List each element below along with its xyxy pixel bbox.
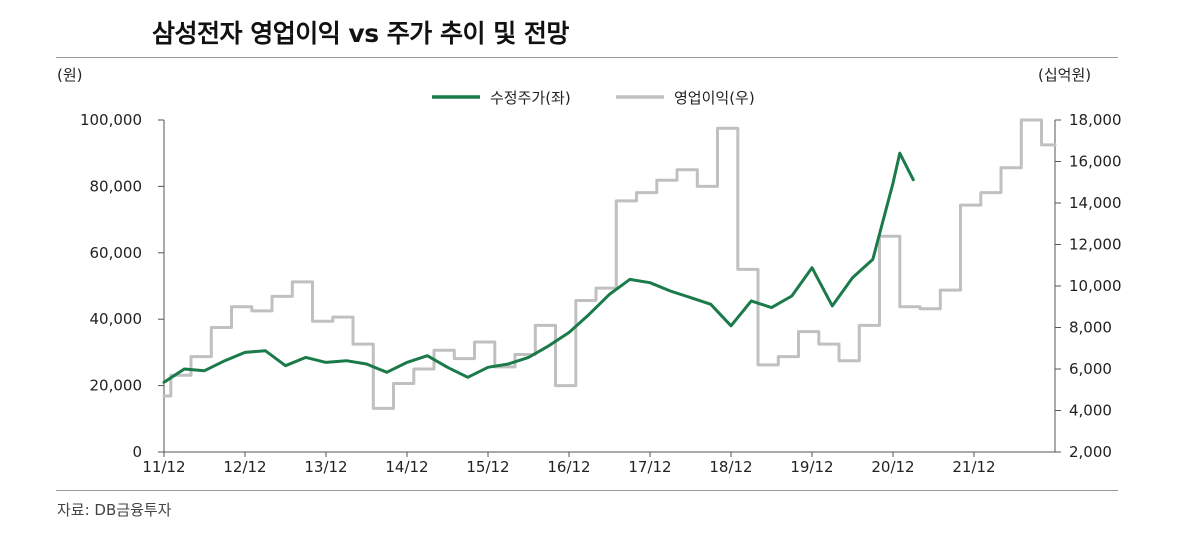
right-axis-tick-label: 14,000 <box>1069 194 1122 212</box>
operating-profit-line <box>162 118 1057 410</box>
chart-legend: 수정주가(좌) 영업이익(우) <box>432 89 755 107</box>
right-axis-tick-label: 2,000 <box>1069 443 1112 461</box>
x-axis-tick-label: 16/12 <box>547 458 590 476</box>
title-divider <box>56 57 1118 58</box>
legend-item-profit-label: 영업이익(우) <box>674 89 755 107</box>
right-axis-tick-label: 8,000 <box>1069 319 1112 337</box>
left-axis-tick-label: 20,000 <box>90 377 143 395</box>
right-axis-tick-label: 10,000 <box>1069 277 1122 295</box>
right-axis-tick-label: 4,000 <box>1069 402 1112 420</box>
x-axis-tick-label: 13/12 <box>304 458 347 476</box>
right-axis-tick-label: 18,000 <box>1069 111 1122 129</box>
chart-axes: 0 20,000 40,000 60,000 80,000 100,000 2,000 4,0… <box>80 111 1122 476</box>
source-note: 자료: DB금융투자 <box>57 501 172 519</box>
x-axis-tick-label: 11/12 <box>142 458 185 476</box>
x-axis-tick-label: 12/12 <box>223 458 266 476</box>
x-axis-tick-label: 15/12 <box>466 458 509 476</box>
right-axis-unit: (십억원) <box>1038 66 1092 84</box>
x-axis-tick-label: 19/12 <box>790 458 833 476</box>
x-axis-tick-label: 17/12 <box>628 458 671 476</box>
adjusted-price-line <box>162 151 915 384</box>
legend-item-price-label: 수정주가(좌) <box>490 89 571 107</box>
x-axis-tick-label: 20/12 <box>871 458 914 476</box>
x-axis-tick-label: 21/12 <box>952 458 995 476</box>
left-axis-tick-label: 0 <box>132 443 142 461</box>
series-adjusted-price <box>162 151 915 384</box>
left-axis-tick-label: 40,000 <box>90 310 143 328</box>
left-axis-tick-label: 80,000 <box>90 177 143 195</box>
left-axis-tick-label: 100,000 <box>80 111 142 129</box>
series-operating-profit <box>162 118 1057 410</box>
right-axis-tick-label: 16,000 <box>1069 153 1122 171</box>
chart-title: 삼성전자 영업이익 vs 주가 추이 및 전망 <box>152 19 569 48</box>
right-axis-tick-label: 12,000 <box>1069 236 1122 254</box>
left-axis-unit: (원) <box>57 66 83 84</box>
left-axis-tick-label: 60,000 <box>90 244 143 262</box>
right-axis-tick-label: 6,000 <box>1069 360 1112 378</box>
x-axis-tick-label: 18/12 <box>709 458 752 476</box>
x-axis-tick-label: 14/12 <box>385 458 428 476</box>
source-divider <box>56 490 1118 491</box>
